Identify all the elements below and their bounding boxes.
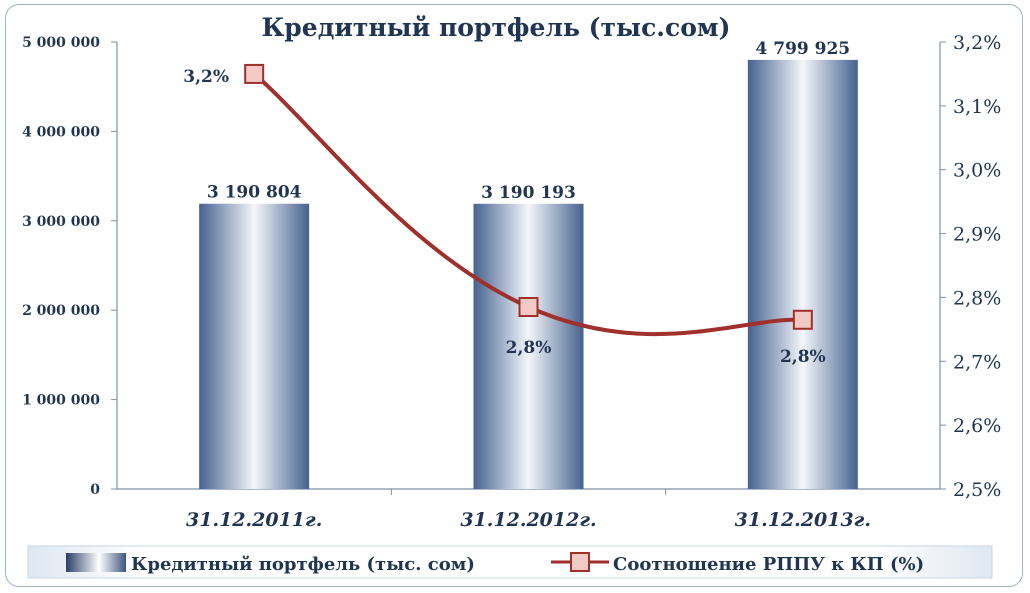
legend: Кредитный портфель (тыс. сом) Соотношени… (27, 545, 993, 579)
right-tick-label: 3,0% (953, 160, 1001, 182)
bar (199, 203, 310, 489)
right-tick-label: 3,2% (953, 32, 1001, 54)
line-value-label: 2,8% (780, 347, 826, 367)
right-tick-label: 2,9% (953, 224, 1001, 246)
x-tick-label: 31.12.2011г. (186, 509, 322, 531)
data-labels: 3 190 804 3 190 193 4 799 925 3,2% 2,8% 2,8% (183, 39, 850, 367)
legend-bar-label: Кредитный портфель (тыс. сом) (131, 554, 475, 575)
right-tick-label: 3,1% (953, 96, 1001, 118)
bar (473, 203, 584, 489)
line-series (244, 63, 813, 337)
left-tick-label: 1 000 000 (22, 393, 100, 409)
x-tick-label: 31.12.2013г. (735, 509, 871, 531)
right-tick-label: 2,5% (953, 479, 1001, 501)
right-tick-label: 2,6% (953, 415, 1001, 437)
x-tick-label: 31.12.2012г. (460, 509, 596, 531)
axes: 0 1 000 000 2 000 000 3 000 000 4 000 000 5 0… (22, 32, 1001, 531)
left-tick-label: 4 000 000 (22, 124, 100, 140)
line-value-label: 3,2% (183, 67, 229, 87)
left-tick-label: 2 000 000 (22, 303, 100, 319)
right-tick-label: 2,8% (953, 287, 1001, 309)
left-tick-label: 0 (90, 482, 100, 498)
line-marker (518, 297, 539, 318)
left-tick-label: 3 000 000 (22, 214, 100, 230)
bars (199, 59, 858, 489)
bar-value-label: 3 190 804 (207, 183, 302, 203)
bar-value-label: 3 190 193 (481, 183, 576, 203)
legend-line-label: Соотношение РППУ к КП (%) (613, 554, 924, 575)
legend-bar-swatch (66, 553, 126, 572)
legend-background (27, 545, 993, 579)
chart-title: Кредитный портфель (тыс.сом) (262, 13, 731, 42)
line-marker (792, 309, 813, 330)
left-tick-label: 5 000 000 (22, 35, 100, 51)
bar (747, 59, 858, 489)
line-value-label: 2,8% (506, 338, 552, 358)
line-marker (244, 63, 265, 84)
bar-value-label: 4 799 925 (756, 39, 851, 59)
right-tick-label: 2,7% (953, 351, 1001, 373)
legend-line-marker (570, 552, 590, 572)
